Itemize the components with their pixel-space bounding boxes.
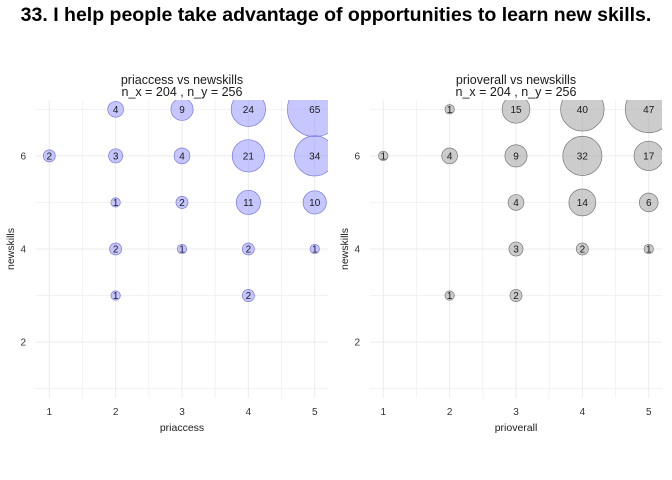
bubble-count-label: 3: [113, 151, 119, 162]
bubble-point: [507, 194, 525, 211]
bubble-point: [643, 243, 654, 255]
bubble-point: [110, 290, 121, 301]
bubble-count-label: 32: [577, 151, 589, 162]
bubble-point: [170, 100, 194, 121]
bubble-count-label: 17: [643, 151, 655, 162]
x-tick-label: 4: [246, 407, 252, 418]
panel-subtitle: n_x = 204 , n_y = 256: [122, 85, 243, 99]
x-tick-label: 3: [513, 407, 519, 418]
x-tick-label: 4: [580, 407, 586, 418]
bubble-point: [504, 144, 528, 168]
bubble-count-label: 1: [312, 245, 318, 256]
bubble-count-label: 1: [646, 245, 652, 256]
bubble-point: [230, 100, 266, 127]
y-axis-label: newskills: [5, 228, 17, 270]
bubble-point: [109, 242, 123, 256]
bubble-count-label: 4: [447, 151, 453, 162]
bubble-count-label: 9: [513, 151, 519, 162]
bubble-point: [241, 242, 255, 256]
panel-plot-area-2: 1 15 40 471 4 9 32 174 14 63 2 11 2: [370, 100, 662, 398]
y-axis-label: newskills: [339, 228, 351, 270]
bubble-count-label: 3: [513, 245, 519, 256]
bubble-count-label: 4: [113, 105, 119, 116]
bubble-count-label: 1: [113, 198, 119, 209]
bubble-count-label: 4: [513, 198, 519, 209]
bubble-point: [176, 243, 188, 255]
bubble-point: [231, 139, 265, 173]
x-axis-label: prioverall: [495, 422, 538, 434]
bubble-point: [508, 241, 524, 257]
bubble-point: [501, 100, 531, 124]
bubble-count-label: 14: [577, 198, 589, 209]
bubble-point: [575, 242, 589, 256]
bubble-count-label: 4: [179, 151, 185, 162]
bubble-point: [110, 197, 121, 208]
bubble-point: [568, 188, 597, 217]
y-tick-label: 4: [354, 245, 360, 256]
bubble-count-label: 21: [243, 151, 255, 162]
bubble-count-label: 2: [179, 198, 185, 209]
y-tick-label: 2: [20, 338, 26, 349]
panel-plot-area-1: 4 9 24 652 3 4 21 341 2 11 102 1 2 11 2: [36, 100, 328, 398]
bubble-point: [560, 100, 605, 132]
bubble-count-label: 2: [513, 291, 519, 302]
bubble-count-label: 34: [309, 151, 321, 162]
bubble-count-label: 2: [580, 245, 586, 256]
bubble-count-label: 2: [113, 245, 119, 256]
bubble-point: [444, 290, 455, 301]
bubble-count-label: 10: [309, 198, 321, 209]
panel-title: prioverall vs newskills: [456, 73, 576, 87]
x-axis-label: priaccess: [160, 422, 204, 434]
bubble-count-label: 1: [113, 291, 119, 302]
bubble-point: [235, 189, 261, 215]
bubble-count-label: 65: [309, 105, 321, 116]
x-tick-label: 5: [646, 407, 652, 418]
bubble-point: [241, 289, 255, 302]
panel-subtitle: n_x = 204 , n_y = 256: [456, 85, 577, 99]
bubble-count-label: 24: [243, 105, 255, 116]
bubble-count-label: 2: [246, 291, 252, 302]
bubble-count-label: 2: [46, 151, 52, 162]
x-tick-label: 2: [113, 407, 119, 418]
panel-title: priaccess vs newskills: [121, 73, 243, 87]
page-title: 33. I help people take advantage of oppo…: [20, 4, 652, 26]
bubble-point: [624, 100, 662, 134]
bubble-point: [378, 150, 389, 161]
y-tick-label: 4: [20, 245, 26, 256]
x-tick-label: 1: [380, 407, 386, 418]
bubble-count-label: 40: [577, 105, 589, 116]
x-tick-label: 5: [312, 407, 318, 418]
bubble-point: [108, 148, 124, 164]
bubble-point: [302, 190, 327, 215]
bubble-count-label: 6: [646, 198, 652, 209]
y-tick-label: 6: [20, 151, 26, 162]
bubble-point: [509, 289, 523, 302]
bubble-point: [633, 140, 662, 171]
bubble-point: [42, 149, 56, 163]
x-tick-label: 2: [447, 407, 453, 418]
bubble-point: [294, 135, 328, 177]
bubble-point: [444, 104, 455, 115]
bubble-point: [107, 101, 124, 118]
bubble-count-label: 1: [179, 245, 185, 256]
bubble-point: [173, 147, 191, 165]
bubble-count-label: 1: [447, 291, 453, 302]
bubble-point: [175, 196, 189, 209]
x-tick-label: 1: [46, 407, 52, 418]
y-tick-label: 6: [354, 151, 360, 162]
bubble-count-label: 47: [643, 105, 655, 116]
bubble-point: [441, 147, 458, 165]
bubble-count-label: 1: [380, 151, 386, 162]
bubble-count-label: 15: [510, 105, 522, 116]
x-tick-label: 3: [179, 407, 185, 418]
bubble-count-label: 2: [246, 245, 252, 256]
bubble-point: [562, 135, 603, 176]
bubble-count-label: 1: [447, 105, 453, 116]
bubble-point: [639, 192, 659, 213]
bubble-count-label: 11: [243, 198, 254, 209]
y-tick-label: 2: [354, 338, 360, 349]
bubble-point: [309, 243, 320, 255]
bubble-count-label: 9: [179, 105, 185, 116]
